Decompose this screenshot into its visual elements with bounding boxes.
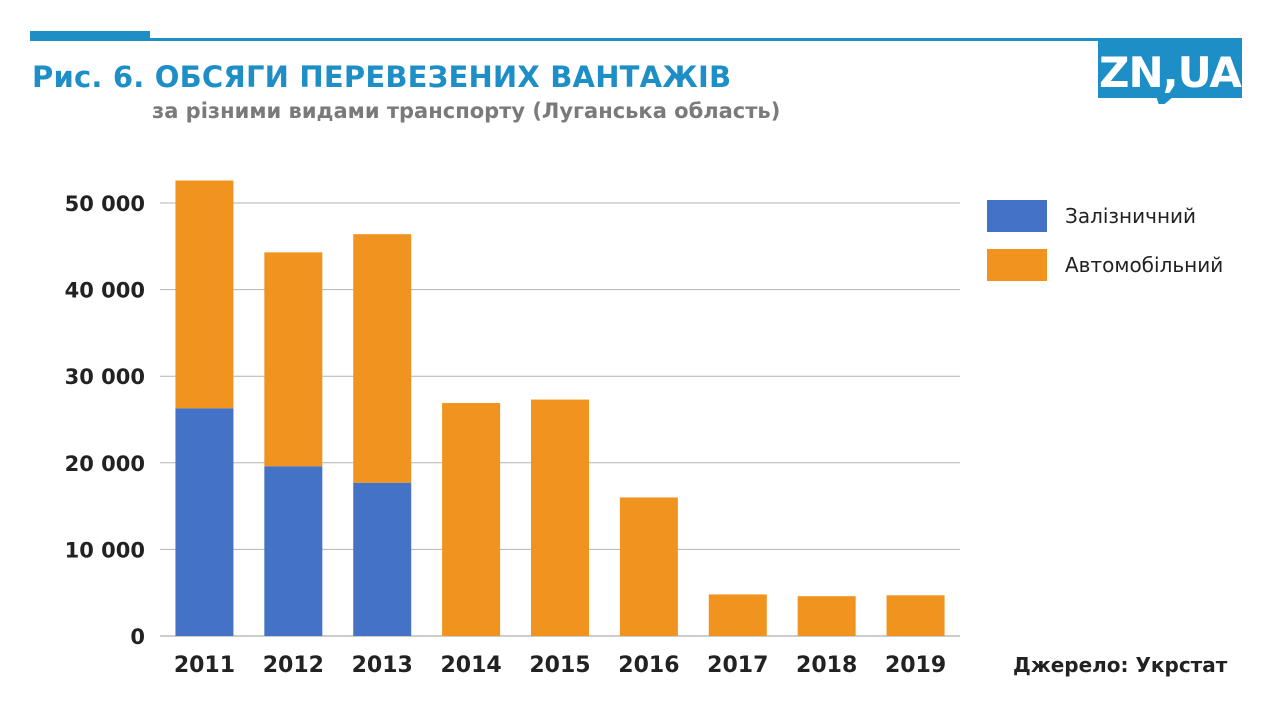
bar-road-2012	[264, 252, 323, 467]
legend-swatch-rail	[987, 200, 1047, 232]
bar-road-2018	[797, 596, 856, 636]
y-tick-label: 40 000	[65, 279, 145, 303]
bar-rail-2013	[353, 482, 412, 636]
bar-road-2016	[619, 497, 678, 636]
legend: Залізничний Автомобільний	[987, 200, 1223, 298]
chart-subtitle: за різними видами транспорту (Луганська …	[152, 99, 781, 123]
bar-road-2017	[708, 594, 767, 636]
header-rule-accent	[30, 31, 150, 40]
x-tick-label: 2015	[529, 653, 590, 678]
y-tick-label: 50 000	[65, 192, 145, 216]
y-tick-label: 0	[130, 625, 145, 649]
y-axis-labels: 0 10 000 20 000 30 000 40 000 50 000	[65, 192, 145, 649]
x-tick-label: 2017	[707, 653, 768, 678]
x-tick-label: 2016	[618, 653, 679, 678]
x-tick-label: 2012	[263, 653, 324, 678]
bar-rail-2012	[264, 466, 323, 636]
bar-road-2013	[353, 234, 412, 483]
zn-ua-logo: ZN,UA	[1098, 40, 1242, 104]
bar-road-2011	[175, 180, 234, 409]
x-tick-label: 2011	[174, 653, 235, 678]
legend-item-rail: Залізничний	[987, 200, 1223, 232]
legend-label-road: Автомобільний	[1065, 253, 1224, 277]
bar-road-2019	[886, 595, 945, 636]
x-tick-label: 2013	[352, 653, 413, 678]
bars	[175, 180, 945, 636]
y-tick-label: 30 000	[65, 365, 145, 389]
bar-road-2014	[442, 403, 501, 636]
svg-text:ZN,UA: ZN,UA	[1099, 48, 1242, 97]
header-rule	[30, 38, 1242, 41]
bar-road-2015	[531, 399, 589, 636]
x-tick-label: 2019	[885, 653, 946, 678]
legend-item-road: Автомобільний	[987, 249, 1223, 281]
y-tick-label: 10 000	[65, 538, 145, 562]
x-tick-label: 2018	[796, 653, 857, 678]
source-note: Джерело: Укрстат	[1013, 653, 1228, 677]
x-axis-labels: 2011 2012 2013 2014 2015 2016 2017 2018 2019	[174, 653, 946, 678]
bar-rail-2011	[175, 408, 234, 636]
legend-swatch-road	[987, 249, 1047, 281]
y-tick-label: 20 000	[65, 452, 145, 476]
x-tick-label: 2014	[440, 653, 501, 678]
chart-title: Рис. 6. ОБСЯГИ ПЕРЕВЕЗЕНИХ ВАНТАЖІВ	[32, 60, 732, 94]
legend-label-rail: Залізничний	[1065, 204, 1197, 228]
